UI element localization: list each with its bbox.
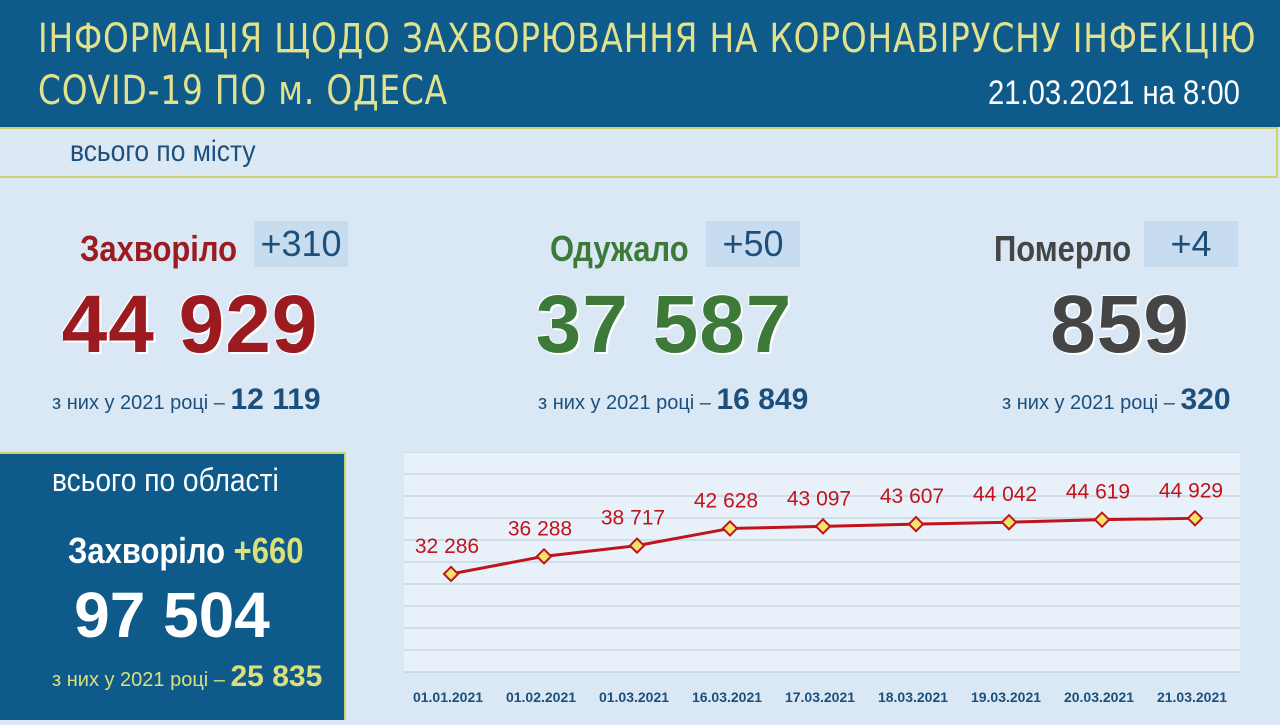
- city-sick-total: 44 929: [61, 279, 319, 370]
- data-point: [1186, 509, 1204, 527]
- header-banner: ІНФОРМАЦІЯ ЩОДО ЗАХВОРЮВАННЯ НА КОРОНАВІ…: [0, 0, 1280, 127]
- data-label: 43 607: [880, 485, 944, 508]
- cases-chart: 32 286 36 288 38 717 42 628 43 097 43 607 44 0…: [404, 451, 1240, 720]
- report-date: 21.03.2021 на 8:00: [988, 74, 1240, 112]
- city-sick-year: з них у 2021 році – 12 119: [52, 383, 321, 417]
- data-point: [721, 519, 739, 537]
- page-subtitle: COVID-19 ПО м. ОДЕСА: [38, 68, 448, 114]
- data-label: 43 097: [787, 487, 851, 510]
- city-died-total: 859: [1050, 279, 1190, 370]
- data-point: [535, 547, 553, 565]
- city-died-year: з них у 2021 році – 320: [1002, 383, 1231, 417]
- city-recovered-total: 37 587: [535, 279, 793, 370]
- cases-line-chart: 32 286 36 288 38 717 42 628 43 097 43 607 44 0…: [404, 451, 1240, 705]
- city-sick-year-prefix: з них у 2021 році –: [52, 392, 231, 414]
- x-tick-label: 18.03.2021: [878, 689, 948, 705]
- data-label: 44 929: [1159, 479, 1223, 502]
- city-sick-delta: +310: [254, 221, 348, 267]
- city-died-delta: +4: [1144, 221, 1238, 267]
- city-section-label: всього по місту: [70, 135, 256, 168]
- data-label: 44 042: [973, 483, 1037, 506]
- x-tick-label: 20.03.2021: [1064, 689, 1134, 705]
- region-year-value: 25 835: [230, 660, 323, 693]
- x-tick-label: 01.01.2021: [413, 689, 483, 705]
- x-tick-label: 01.03.2021: [599, 689, 669, 705]
- data-point: [907, 515, 925, 533]
- region-year: з них у 2021 році – 25 835: [52, 660, 322, 694]
- city-recovered-label: Одужало: [550, 228, 689, 269]
- region-panel: Захворіло +660 97 504 з них у 2021 році …: [0, 508, 346, 720]
- data-point: [1000, 513, 1018, 531]
- x-tick-label: 17.03.2021: [785, 689, 855, 705]
- data-label: 44 619: [1066, 481, 1130, 504]
- region-sick-row: Захворіло +660: [68, 530, 303, 572]
- city-recovered-year-value: 16 849: [716, 383, 809, 416]
- city-recovered-year: з них у 2021 році – 16 849: [538, 383, 808, 417]
- data-label: 36 288: [508, 517, 572, 540]
- region-sick-delta: +660: [233, 530, 304, 571]
- region-section-bar: всього по області: [0, 452, 346, 510]
- data-point: [1093, 511, 1111, 529]
- city-died-year-prefix: з них у 2021 році –: [1002, 392, 1181, 414]
- city-section-bar: всього по місту: [0, 127, 1278, 178]
- city-died-label: Померло: [994, 228, 1132, 269]
- region-section-label: всього по області: [52, 462, 279, 498]
- x-tick-label: 21.03.2021: [1157, 689, 1227, 705]
- data-label: 42 628: [694, 489, 758, 512]
- region-sick-total: 97 504: [74, 579, 270, 651]
- data-point: [814, 517, 832, 535]
- city-sick-label: Захворіло: [80, 228, 238, 269]
- data-label: 32 286: [415, 535, 479, 558]
- city-sick-year-value: 12 119: [230, 383, 321, 416]
- city-recovered-delta: +50: [706, 221, 800, 267]
- data-label: 38 717: [601, 507, 665, 530]
- region-year-prefix: з них у 2021 році –: [52, 669, 231, 691]
- x-tick-label: 19.03.2021: [971, 689, 1041, 705]
- data-point: [442, 565, 460, 583]
- data-point: [628, 537, 646, 555]
- x-tick-label: 01.02.2021: [506, 689, 576, 705]
- region-sick-label: Захворіло: [68, 530, 226, 571]
- x-tick-label: 16.03.2021: [692, 689, 762, 705]
- city-died-year-value: 320: [1180, 383, 1231, 416]
- city-recovered-year-prefix: з них у 2021 році –: [538, 392, 717, 414]
- page-title: ІНФОРМАЦІЯ ЩОДО ЗАХВОРЮВАННЯ НА КОРОНАВІ…: [38, 16, 1257, 62]
